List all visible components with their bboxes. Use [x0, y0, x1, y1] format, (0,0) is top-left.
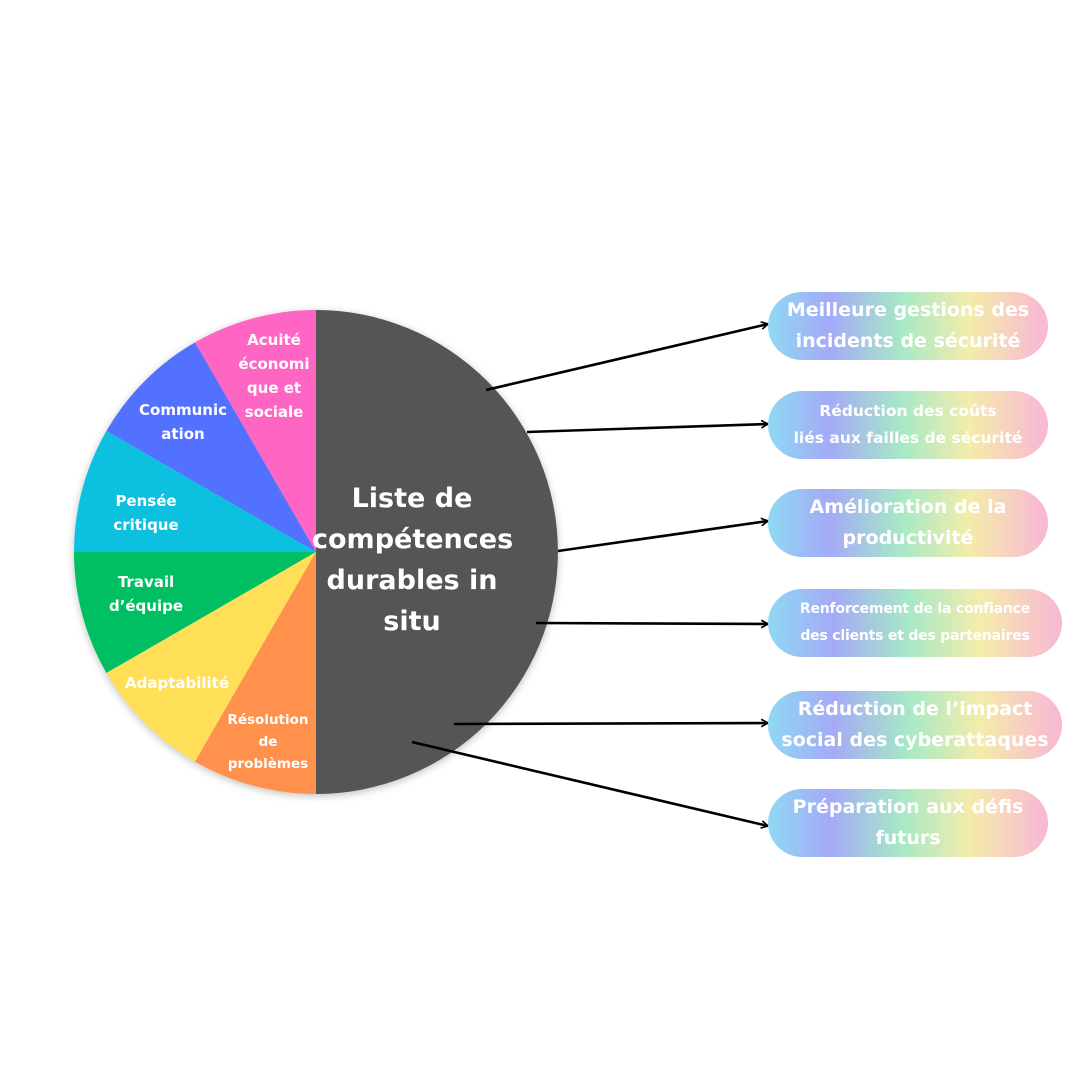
segment-label-acuite: Acuité économi que et sociale [238, 331, 310, 421]
benefit-pill: Préparation aux défis futurs [768, 789, 1048, 857]
segment-label-adaptabilite: Adaptabilité [124, 674, 229, 692]
wheel-segment-adaptabilite [106, 552, 317, 762]
wheel-center-title: Liste de compétences durables in situ [312, 483, 514, 637]
wheel-segment-pensee-critique [74, 431, 316, 552]
connector-arrow [526, 424, 768, 434]
benefit-label: Préparation aux défis futurs [792, 796, 1024, 849]
wheel-segment-travail-equipe [74, 552, 316, 673]
benefit-label: Réduction de l’impact social des cyberat… [781, 698, 1049, 751]
connector-arrow [485, 324, 768, 392]
connector-arrow [535, 623, 768, 624]
connector-arrow [557, 521, 768, 553]
wheel-center-half [316, 310, 558, 794]
wheel-segment-communication [106, 342, 317, 552]
connector-arrow [453, 723, 768, 724]
wheel-segment-acuite [195, 310, 316, 552]
benefit-pill: Meilleure gestions des incidents de sécu… [768, 292, 1048, 360]
benefit-pill: Réduction des coûts liés aux failles de … [768, 391, 1048, 459]
benefit-label: Meilleure gestions des incidents de sécu… [786, 299, 1030, 352]
benefit-label: Amélioration de la productivité [809, 496, 1007, 549]
segment-label-communication: Communic ation [139, 401, 227, 443]
segment-label-resolution: Résolution de problèmes [227, 712, 309, 772]
wheel-segment-resolution [195, 552, 316, 794]
benefit-pill: Renforcement de la confiance des clients… [768, 589, 1062, 657]
segment-label-pensee-critique: Pensée critique [113, 492, 179, 534]
benefit-pill: Réduction de l’impact social des cyberat… [768, 691, 1062, 759]
segment-label-travail-equipe: Travail d’équipe [108, 573, 184, 615]
benefit-label: Réduction des coûts liés aux failles de … [793, 402, 1023, 447]
benefit-pill: Amélioration de la productivité [768, 489, 1048, 557]
connector-arrow [411, 740, 768, 826]
benefit-label: Renforcement de la confiance des clients… [799, 601, 1031, 644]
